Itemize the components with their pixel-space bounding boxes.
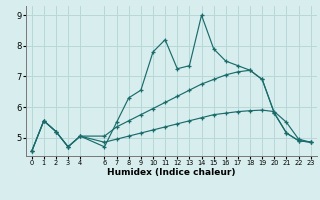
X-axis label: Humidex (Indice chaleur): Humidex (Indice chaleur)	[107, 168, 236, 177]
